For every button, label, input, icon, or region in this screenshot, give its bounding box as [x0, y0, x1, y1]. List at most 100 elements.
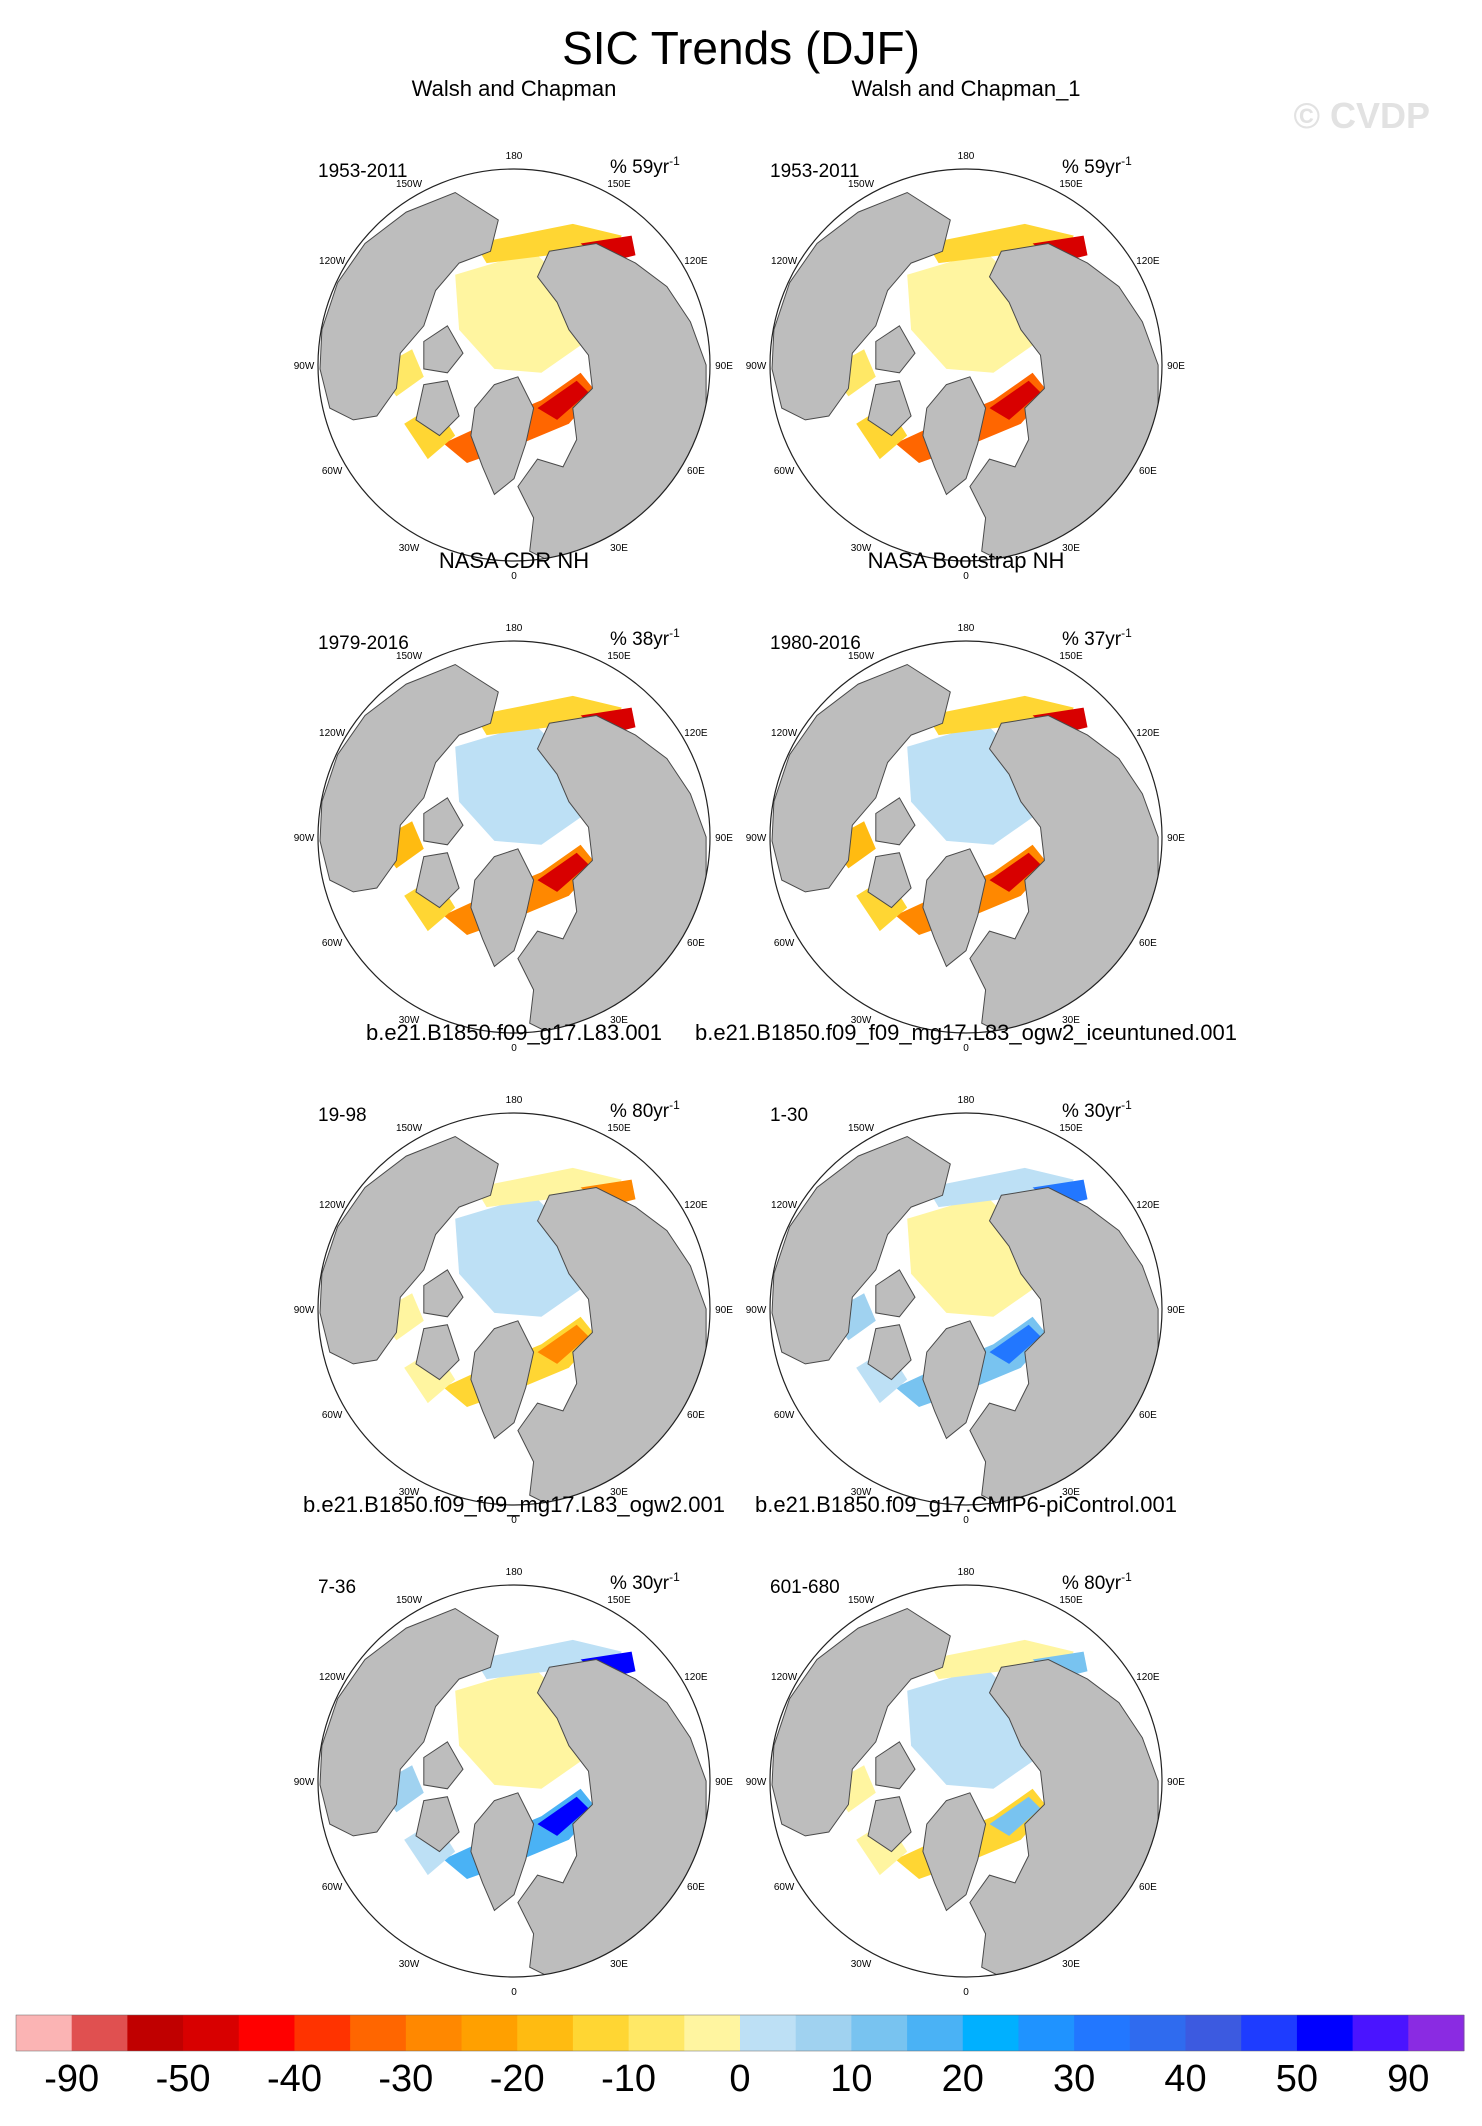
panel-scale: % 38yr-1 — [610, 626, 680, 650]
longitude-label: 90W — [294, 833, 315, 844]
longitude-label: 90W — [294, 361, 315, 372]
land-eurasia — [969, 714, 1159, 1033]
colorbar-swatch — [684, 2015, 741, 2051]
land-islands — [423, 1741, 464, 1790]
land-baffin — [867, 1324, 912, 1381]
sic-field-barents — [989, 1796, 1041, 1836]
map-border — [317, 168, 711, 562]
colorbar-swatch — [907, 2015, 964, 2051]
colorbar-swatch — [962, 2015, 1019, 2051]
colorbar-label: 90 — [1387, 2058, 1429, 2100]
map-border — [317, 1112, 711, 1506]
land-america — [319, 191, 499, 421]
land-baffin — [415, 852, 460, 909]
longitude-label: 120E — [684, 1672, 708, 1683]
longitude-label: 60E — [687, 466, 705, 477]
panel-scale-text: % 59yr — [1062, 157, 1122, 178]
longitude-label: 90E — [1167, 361, 1185, 372]
colorbar-label: 50 — [1276, 2058, 1318, 2100]
longitude-label: 150W — [848, 1123, 875, 1134]
longitude-label: 90W — [746, 361, 767, 372]
colorbar-label: -50 — [156, 2058, 211, 2100]
land-greenland — [922, 1320, 987, 1440]
colorbar-label: -10 — [601, 2058, 656, 2100]
longitude-label: 150E — [1059, 1595, 1083, 1606]
longitude-label: 60W — [774, 1882, 795, 1893]
longitude-label: 180 — [958, 1095, 975, 1106]
longitude-label: 150W — [848, 179, 875, 190]
longitude-label: 30W — [851, 1487, 872, 1498]
longitude-label: 0 — [511, 571, 517, 582]
longitude-label: 60E — [1139, 1410, 1157, 1421]
map-panel: 180 150E 120E 90E 60E 30E 0 30W 60W 90W 120W 150W b.… — [695, 1020, 1237, 1526]
longitude-label: 90W — [746, 833, 767, 844]
panel-title: b.e21.B1850.f09_g17.CMIP6-piControl.001 — [755, 1492, 1177, 1517]
longitude-label: 120W — [319, 1200, 346, 1211]
land-america — [771, 1135, 951, 1365]
colorbar-swatch — [350, 2015, 407, 2051]
colorbar-swatch — [16, 2015, 73, 2051]
colorbar-label: -90 — [44, 2058, 99, 2100]
longitude-label: 150E — [607, 651, 631, 662]
panel-period: 1953-2011 — [318, 161, 407, 182]
longitude-label: 0 — [963, 1043, 969, 1054]
panel-title: b.e21.B1850.f09_f09_mg17.L83_ogw2.001 — [303, 1492, 725, 1517]
longitude-label: 30W — [851, 1959, 872, 1970]
colorbar-label: 40 — [1164, 2058, 1206, 2100]
longitude-label: 60E — [687, 1410, 705, 1421]
land-baffin — [415, 380, 460, 437]
colorbar-swatch — [1074, 2015, 1131, 2051]
longitude-label: 30W — [399, 1959, 420, 1970]
longitude-label: 60W — [322, 1882, 343, 1893]
land-islands — [875, 1269, 916, 1318]
longitude-label: 60W — [322, 938, 343, 949]
longitude-label: 120W — [771, 256, 798, 267]
longitude-label: 90E — [715, 833, 733, 844]
panel-period: 1980-2016 — [770, 633, 861, 654]
longitude-label: 180 — [506, 623, 523, 634]
longitude-label: 60W — [322, 466, 343, 477]
panel-period: 1-30 — [770, 1105, 808, 1126]
sic-field-barents — [989, 1324, 1041, 1364]
panels-group: 180 150E 120E 90E 60E 30E 0 30W 60W 90W 120W 150W Wa… — [294, 76, 1237, 1998]
longitude-label: 150W — [396, 179, 423, 190]
land-eurasia — [517, 714, 707, 1033]
panel-scale-exponent: -1 — [669, 626, 680, 640]
longitude-label: 150E — [1059, 1123, 1083, 1134]
colorbar-label: -30 — [378, 2058, 433, 2100]
colorbar-swatch — [294, 2015, 351, 2051]
longitude-label: 120W — [771, 1200, 798, 1211]
panel-title: b.e21.B1850.f09_g17.L83.001 — [366, 1020, 662, 1045]
panel-title: b.e21.B1850.f09_f09_mg17.L83_ogw2_iceunt… — [695, 1020, 1237, 1045]
longitude-label: 150W — [396, 651, 423, 662]
panel-title: Walsh and Chapman — [412, 76, 617, 101]
land-greenland — [470, 1320, 535, 1440]
panel-period: 7-36 — [318, 1577, 356, 1598]
panel-period: 19-98 — [318, 1105, 367, 1126]
land-greenland — [922, 848, 987, 968]
longitude-label: 150E — [1059, 179, 1083, 190]
land-eurasia — [969, 1658, 1159, 1977]
longitude-label: 0 — [963, 1987, 969, 1998]
colorbar-swatch — [517, 2015, 574, 2051]
land-baffin — [867, 1796, 912, 1853]
map-border — [769, 640, 1163, 1034]
longitude-label: 180 — [506, 151, 523, 162]
longitude-label: 0 — [511, 1043, 517, 1054]
colorbar-label: 10 — [830, 2058, 872, 2100]
sic-field-barents — [989, 380, 1041, 420]
land-america — [319, 1607, 499, 1837]
longitude-label: 30W — [851, 543, 872, 554]
longitude-label: 0 — [511, 1987, 517, 1998]
longitude-label: 60W — [322, 1410, 343, 1421]
land-america — [319, 1135, 499, 1365]
colorbar-swatch — [1352, 2015, 1409, 2051]
longitude-label: 90E — [715, 1305, 733, 1316]
colorbar-label: 30 — [1053, 2058, 1095, 2100]
longitude-label: 90W — [746, 1305, 767, 1316]
panel-period: 601-680 — [770, 1577, 840, 1598]
longitude-label: 120E — [1136, 1672, 1160, 1683]
colorbar-frame — [15, 2014, 1465, 2052]
land-baffin — [867, 380, 912, 437]
longitude-label: 60W — [774, 466, 795, 477]
